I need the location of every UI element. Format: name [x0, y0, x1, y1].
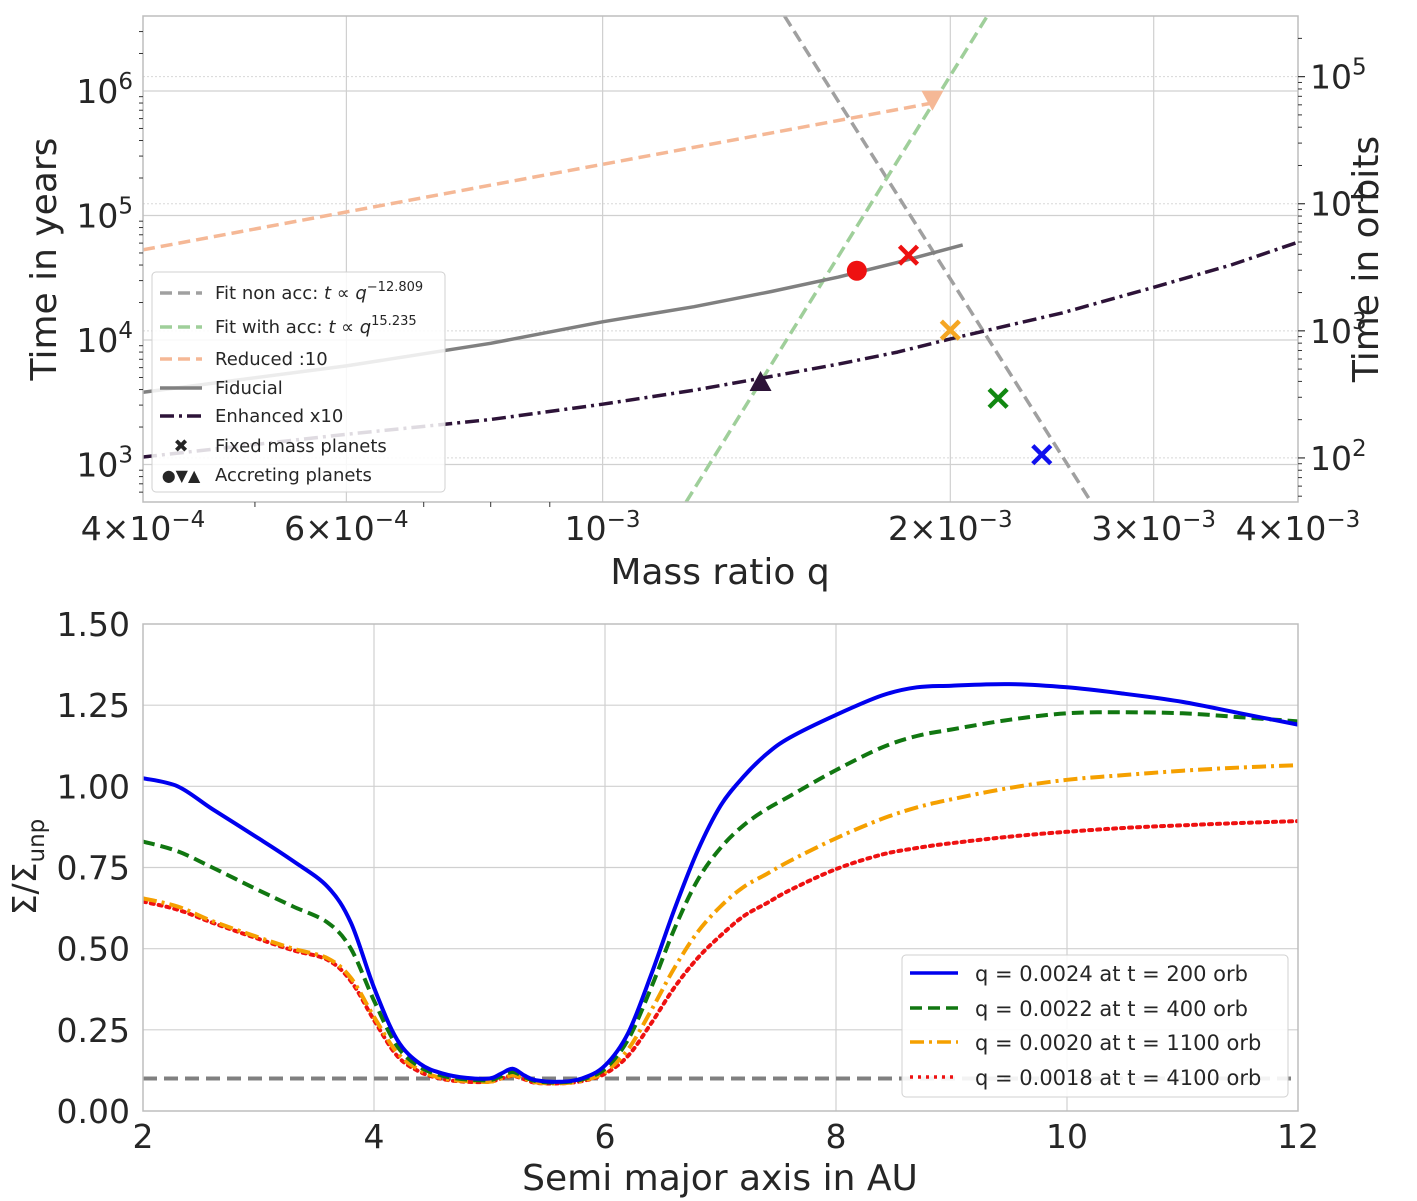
- top-series-line-4: [143, 240, 1298, 459]
- bottom-x-tick-label: 6: [595, 1117, 616, 1156]
- top-y-right-tick-labels: 102 103 104 105: [1310, 55, 1367, 478]
- bottom-x-tick-label: 8: [826, 1117, 847, 1156]
- bottom-y-tick-label: 1.00: [57, 767, 130, 806]
- top-y-axis-label: Time in years: [24, 138, 65, 382]
- fixed-mass-marker: [987, 387, 1009, 409]
- bottom-y-tick-label: 0.25: [57, 1011, 130, 1050]
- top-legend-box: [151, 271, 446, 493]
- top-y-right-tick-label: 104: [1310, 182, 1367, 224]
- legend-label-fixed-mass: Fixed mass planets: [215, 436, 387, 457]
- legend-label-q0020: q = 0.0020 at t = 1100 orb: [975, 1031, 1261, 1055]
- bottom-y-tick-label: 0.50: [57, 930, 130, 969]
- bottom-x-axis-label: Semi major axis in AU: [522, 1158, 918, 1199]
- legend-label-fit-non-acc: Fit non acc: t ∝ q−12.809: [215, 280, 423, 304]
- top-x-tick-label: 4×10−3: [1236, 507, 1361, 548]
- bottom-y-tick-label: 0.75: [57, 849, 130, 888]
- top-y-tick-labels: 103 104 105 106: [76, 69, 133, 485]
- legend-label-q0018: q = 0.0018 at t = 4100 orb: [975, 1066, 1261, 1090]
- legend-label-reduced: Reduced :10: [215, 349, 328, 370]
- bottom-y-tick-labels: 0.00 0.25 0.50 0.75 1.00 1.25 1.50: [57, 605, 130, 1131]
- bottom-x-tick-labels: 2 4 6 8 10 12: [133, 1117, 1320, 1156]
- top-x-tick-label: 10−3: [565, 507, 641, 548]
- top-axes-frame: [142, 15, 1299, 503]
- top-y-tick-label: 106: [76, 69, 133, 111]
- top-markers-group: [749, 90, 1053, 466]
- legend-label-accreting: Accreting planets: [215, 465, 372, 486]
- bottom-x-tick-label: 2: [133, 1117, 154, 1156]
- bottom-series-line-1: [143, 710, 1298, 1085]
- top-y-right-axis-label: Time in orbits: [1346, 136, 1387, 383]
- top-y-tick-label: 103: [76, 443, 133, 485]
- top-y-right-tick-label: 102: [1310, 436, 1367, 478]
- bottom-x-tick-label: 4: [364, 1117, 385, 1156]
- bottom-y-tick-label: 1.25: [57, 686, 130, 725]
- legend-marker-fixed-mass: ✖: [173, 436, 188, 457]
- top-x-tick-labels: 4×10−4 6×10−4 10−3 2×10−3 3×10−3 4×10−3: [81, 507, 1361, 548]
- fixed-mass-marker: [1031, 444, 1053, 466]
- top-x-tick-label: 4×10−4: [81, 507, 206, 548]
- bottom-chart-panel: 2 4 6 8 10 12 0.00 0.25 0.50 0.75 1.00 1.25 1.50 Se…: [5, 605, 1319, 1199]
- top-ticks: [139, 31, 1305, 507]
- legend-label-fit-with-acc: Fit with acc: t ∝ q15.235: [215, 314, 417, 338]
- bottom-y-tick-label: 1.50: [57, 605, 130, 644]
- top-series-line-0: [783, 16, 1093, 502]
- legend-label-q0024: q = 0.0024 at t = 200 orb: [975, 962, 1248, 986]
- top-x-tick-label: 6×10−4: [284, 507, 409, 548]
- top-series-line-2: [143, 101, 933, 252]
- legend-marker-accreting: ●▼▲: [162, 466, 201, 485]
- bottom-axes-frame: [142, 623, 1299, 1112]
- top-y-tick-label: 105: [76, 193, 133, 235]
- legend-label-q0022: q = 0.0022 at t = 400 orb: [975, 997, 1248, 1021]
- top-y-right-tick-label: 103: [1310, 309, 1367, 351]
- bottom-legend: q = 0.0024 at t = 200 orb q = 0.0022 at …: [901, 954, 1289, 1098]
- top-x-axis-label: Mass ratio q: [610, 552, 829, 593]
- bottom-legend-box: [901, 954, 1289, 1098]
- bottom-x-tick-label: 12: [1277, 1117, 1319, 1156]
- bottom-series-line-0: [143, 682, 1298, 1084]
- bottom-y-axis-label: Σ/Σunp: [5, 819, 50, 916]
- accreting-triangle-up-marker: [749, 370, 772, 391]
- top-x-tick-label: 3×10−3: [1091, 507, 1216, 548]
- bottom-x-tick-label: 10: [1046, 1117, 1088, 1156]
- top-chart-panel: 4×10−4 6×10−4 10−3 2×10−3 3×10−3 4×10−3 10310…: [24, 15, 1387, 593]
- top-y-right-tick-label: 105: [1310, 55, 1367, 97]
- accreting-triangle-down-marker: [921, 90, 944, 111]
- legend-label-enhanced: Enhanced x10: [215, 406, 343, 427]
- legend-label-fiducial: Fiducial: [215, 378, 283, 399]
- top-x-tick-label: 2×10−3: [888, 507, 1013, 548]
- bottom-series-line-2: [143, 763, 1298, 1086]
- top-legend: Fit non acc: t ∝ q−12.809 Fit with acc: …: [151, 271, 446, 493]
- fixed-mass-marker: [897, 244, 920, 266]
- bottom-y-tick-label: 0.00: [57, 1092, 130, 1131]
- fixed-mass-marker: [939, 319, 961, 341]
- accreting-circle-marker: [846, 260, 867, 281]
- top-y-tick-label: 104: [76, 318, 133, 360]
- bottom-series-group: [143, 682, 1298, 1086]
